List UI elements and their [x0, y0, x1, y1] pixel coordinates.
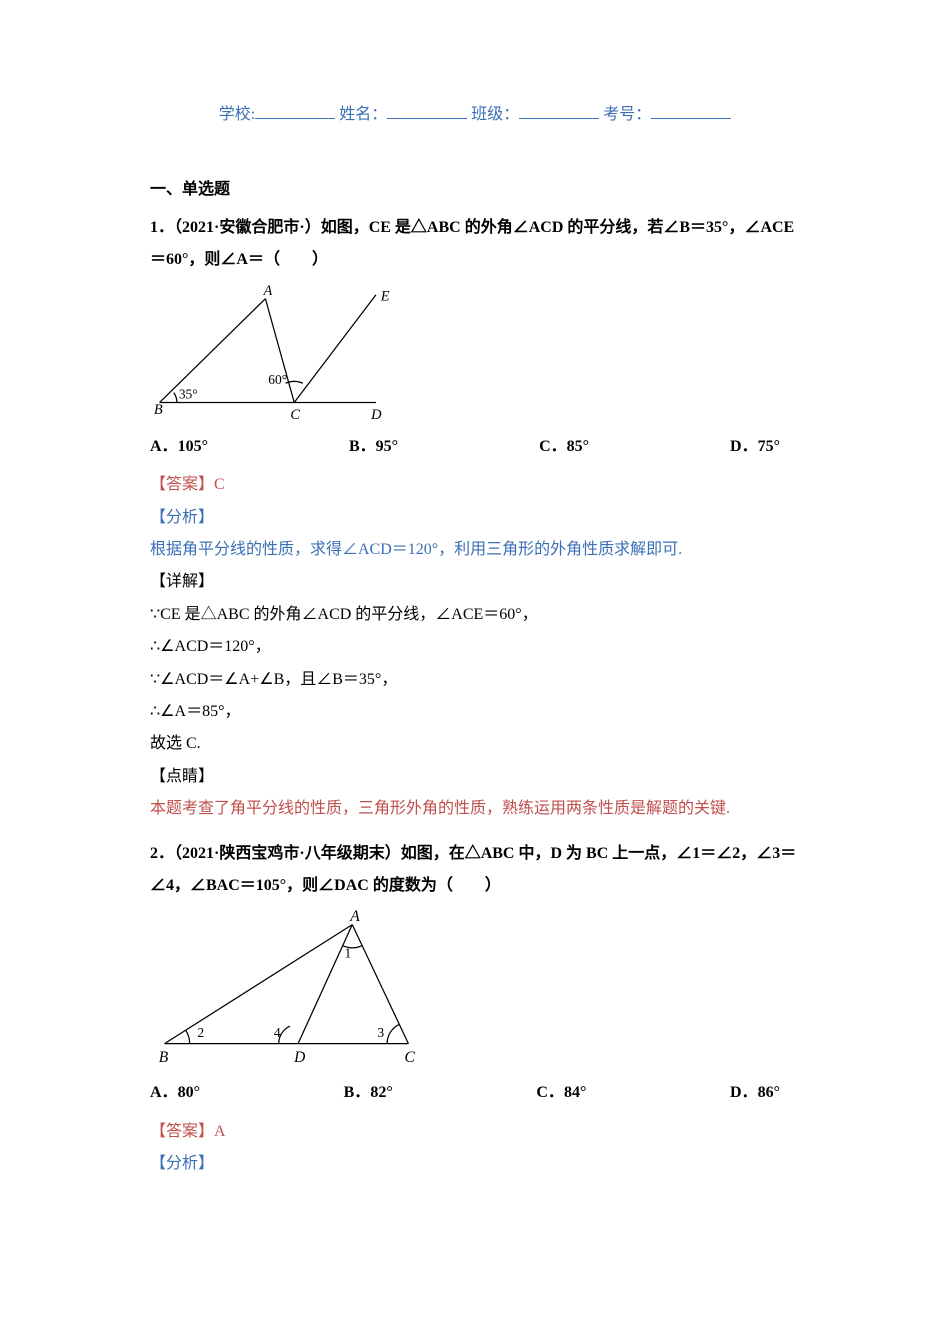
q1-choice-b: B．95°: [349, 432, 398, 462]
q2-choices: A．80° B．82° C．84° D．86°: [150, 1078, 800, 1108]
q2-source: （2021·陕西宝鸡市·八年级期末）: [174, 845, 401, 862]
svg-text:B: B: [154, 402, 163, 418]
q1-solution-label: 【详解】: [150, 567, 800, 597]
q1-answer: 【答案】C: [150, 470, 800, 500]
q1-source: （2021·安徽合肥市·）: [174, 219, 321, 236]
svg-text:D: D: [370, 407, 382, 422]
svg-text:D: D: [293, 1050, 305, 1067]
q1-step-1: ∵CE 是△ABC 的外角∠ACD 的平分线，∠ACE＝60°，: [150, 600, 800, 630]
q1-analysis: 根据角平分线的性质，求得∠ACD＝120°，利用三角形的外角性质求解即可.: [150, 535, 800, 565]
q1-analysis-label: 【分析】: [150, 503, 800, 533]
q1-stem: 1．（2021·安徽合肥市·）如图，CE 是△ABC 的外角∠ACD 的平分线，…: [150, 212, 800, 276]
svg-text:60°: 60°: [268, 372, 287, 387]
q1-choice-a: A．105°: [150, 432, 208, 462]
q1-choice-d: D．75°: [730, 432, 780, 462]
svg-text:A: A: [349, 908, 360, 925]
q2-choice-b: B．82°: [344, 1078, 393, 1108]
section-title: 一、单选题: [150, 175, 800, 205]
class-label: 班级：: [471, 106, 519, 123]
svg-text:3: 3: [377, 1025, 384, 1040]
q1-choices: A．105° B．95° C．85° D．75°: [150, 432, 800, 462]
q1-keypoint-label: 【点睛】: [150, 762, 800, 792]
svg-text:35°: 35°: [179, 386, 198, 401]
q2-answer-label: 【答案】: [150, 1123, 214, 1140]
svg-text:1: 1: [345, 946, 352, 961]
q2-stem: 2．（2021·陕西宝鸡市·八年级期末）如图，在△ABC 中，D 为 BC 上一…: [150, 838, 800, 902]
q2-choice-c: C．84°: [536, 1078, 586, 1108]
svg-text:A: A: [262, 283, 272, 299]
svg-text:C: C: [405, 1050, 416, 1067]
examno-blank: [651, 118, 731, 119]
form-header: 学校: 姓名： 班级： 考号：: [150, 100, 800, 130]
q1-step-5: 故选 C.: [150, 729, 800, 759]
q1-number: 1．: [150, 219, 174, 236]
q1-choice-c: C．85°: [539, 432, 589, 462]
q2-analysis-label: 【分析】: [150, 1149, 800, 1179]
name-blank: [387, 118, 467, 119]
q2-diagram: A B D C 2 4 3 1: [150, 908, 800, 1068]
q1-step-4: ∴∠A＝85°，: [150, 697, 800, 727]
svg-text:2: 2: [197, 1025, 204, 1040]
examno-label: 考号：: [603, 106, 651, 123]
q2-answer-value: A: [214, 1123, 226, 1140]
svg-text:C: C: [290, 407, 300, 422]
q1-keypoint: 本题考查了角平分线的性质，三角形外角的性质，熟练运用两条性质是解题的关键.: [150, 794, 800, 824]
q2-answer: 【答案】A: [150, 1117, 800, 1147]
class-blank: [519, 118, 599, 119]
q1-diagram: A E B C D 35° 60°: [150, 282, 800, 422]
q2-choice-d: D．86°: [730, 1078, 780, 1108]
svg-text:B: B: [159, 1050, 169, 1067]
q2-number: 2．: [150, 845, 174, 862]
school-blank: [255, 118, 335, 119]
q1-step-2: ∴∠ACD＝120°，: [150, 632, 800, 662]
q1-answer-label: 【答案】: [150, 476, 214, 493]
q2-choice-a: A．80°: [150, 1078, 200, 1108]
q1-answer-value: C: [214, 476, 225, 493]
school-label: 学校:: [219, 106, 255, 123]
svg-text:4: 4: [274, 1025, 281, 1040]
page: 学校: 姓名： 班级： 考号： 一、单选题 1．（2021·安徽合肥市·）如图，…: [0, 0, 950, 1344]
name-label: 姓名：: [339, 106, 387, 123]
q1-step-3: ∵∠ACD＝∠A+∠B，且∠B＝35°，: [150, 665, 800, 695]
svg-text:E: E: [380, 288, 390, 304]
